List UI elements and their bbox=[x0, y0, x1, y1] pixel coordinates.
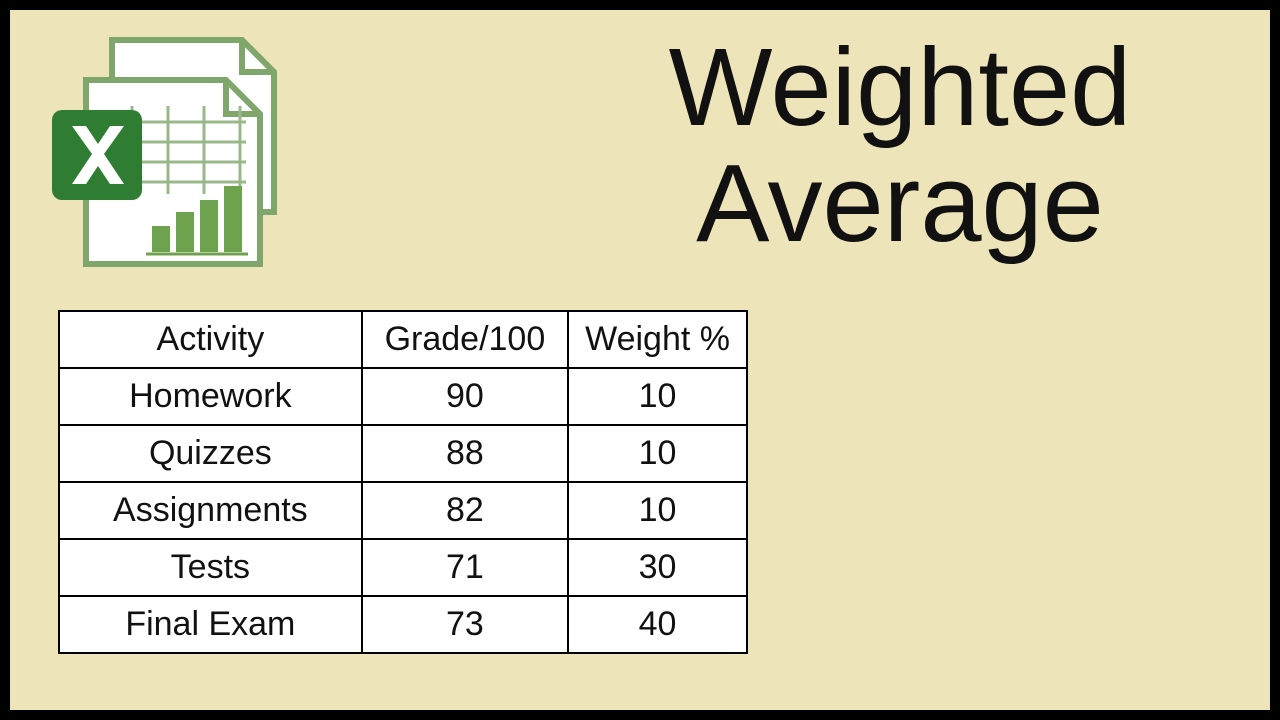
cell-weight: 10 bbox=[568, 425, 747, 482]
title-line-2: Average bbox=[696, 142, 1104, 265]
excel-icon bbox=[46, 26, 306, 286]
cell-grade: 88 bbox=[362, 425, 568, 482]
slide-frame: Weighted Average Activity Grade/100 Weig… bbox=[0, 0, 1280, 720]
cell-weight: 40 bbox=[568, 596, 747, 653]
slide-title: Weighted Average bbox=[570, 30, 1230, 261]
cell-grade: 73 bbox=[362, 596, 568, 653]
cell-grade: 90 bbox=[362, 368, 568, 425]
table-header-row: Activity Grade/100 Weight % bbox=[59, 311, 747, 368]
cell-activity: Homework bbox=[59, 368, 362, 425]
table-row: Quizzes 88 10 bbox=[59, 425, 747, 482]
cell-weight: 10 bbox=[568, 482, 747, 539]
cell-grade: 82 bbox=[362, 482, 568, 539]
cell-activity: Assignments bbox=[59, 482, 362, 539]
cell-grade: 71 bbox=[362, 539, 568, 596]
col-header-grade: Grade/100 bbox=[362, 311, 568, 368]
cell-weight: 30 bbox=[568, 539, 747, 596]
grades-table: Activity Grade/100 Weight % Homework 90 … bbox=[58, 310, 748, 654]
table-row: Tests 71 30 bbox=[59, 539, 747, 596]
table-row: Final Exam 73 40 bbox=[59, 596, 747, 653]
col-header-weight: Weight % bbox=[568, 311, 747, 368]
cell-activity: Tests bbox=[59, 539, 362, 596]
title-line-1: Weighted bbox=[669, 26, 1132, 149]
grades-table-container: Activity Grade/100 Weight % Homework 90 … bbox=[58, 310, 748, 654]
cell-weight: 10 bbox=[568, 368, 747, 425]
excel-x-logo-icon bbox=[52, 110, 142, 200]
col-header-activity: Activity bbox=[59, 311, 362, 368]
cell-activity: Final Exam bbox=[59, 596, 362, 653]
cell-activity: Quizzes bbox=[59, 425, 362, 482]
table-row: Assignments 82 10 bbox=[59, 482, 747, 539]
table-row: Homework 90 10 bbox=[59, 368, 747, 425]
